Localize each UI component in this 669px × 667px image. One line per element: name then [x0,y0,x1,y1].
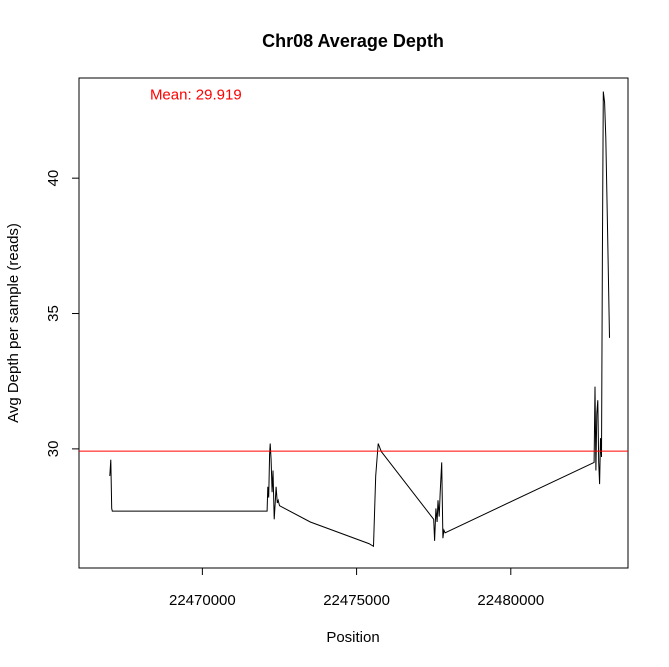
x-axis-label: Position [326,629,379,646]
x-axis: 22470000 22475000 22480000 [169,568,544,609]
x-tick-label: 22475000 [323,592,390,609]
y-axis: 30 35 40 [45,170,79,457]
mean-annotation: Mean: 29.919 [150,87,242,104]
y-tick-label: 30 [45,441,62,458]
y-tick-label: 35 [45,305,62,322]
chart-title: Chr08 Average Depth [262,31,444,51]
y-tick-label: 40 [45,170,62,187]
y-axis-label: Avg Depth per sample (reads) [5,223,22,423]
plot-area [78,77,629,569]
x-tick-label: 22470000 [169,592,236,609]
series-line [109,91,610,548]
x-tick-label: 22480000 [477,592,544,609]
